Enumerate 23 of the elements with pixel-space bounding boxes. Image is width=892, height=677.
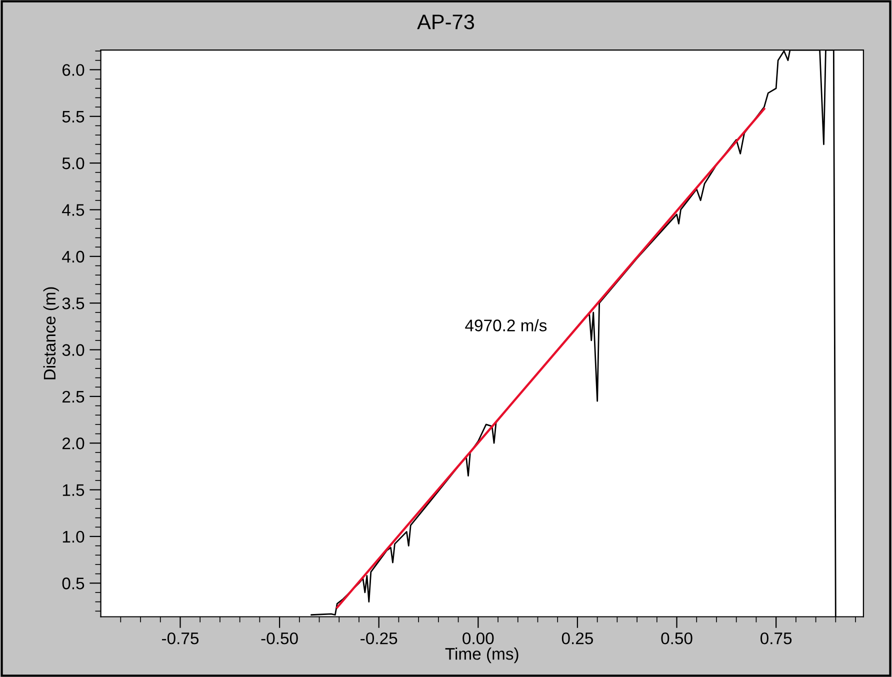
x-tick-label: 0.50 [661,632,692,644]
x-tick-label: 0.25 [562,632,593,644]
y-tick-label: 2.0 [62,438,84,450]
y-tick-label: 1.5 [62,484,84,496]
x-tick-label: -0.50 [261,632,298,644]
y-tick-label: 5.0 [62,157,84,170]
y-tick-label: 2.5 [62,390,84,403]
x-axis-title: Time (ms) [445,648,518,664]
y-tick-label: 0.5 [62,578,84,590]
x-tick-label: -0.25 [360,632,398,644]
x-tick-label: -0.75 [162,632,199,644]
y-tick-label: 5.5 [62,110,84,123]
y-tick-label: 4.5 [62,204,84,216]
x-tick-label: 0.00 [462,632,494,644]
annotation: 4970.2 m/s [465,319,547,332]
chart-title: AP-73 [417,14,474,30]
y-tick-label: 4.0 [62,250,84,263]
y-tick-label: 6.0 [62,64,84,76]
y-tick-label: 3.0 [62,344,84,356]
y-tick-label: 1.0 [62,530,84,543]
y-tick-label: 3.5 [62,297,84,310]
y-axis-title: Distance (m) [43,287,59,380]
x-tick-label: 0.75 [760,632,792,644]
